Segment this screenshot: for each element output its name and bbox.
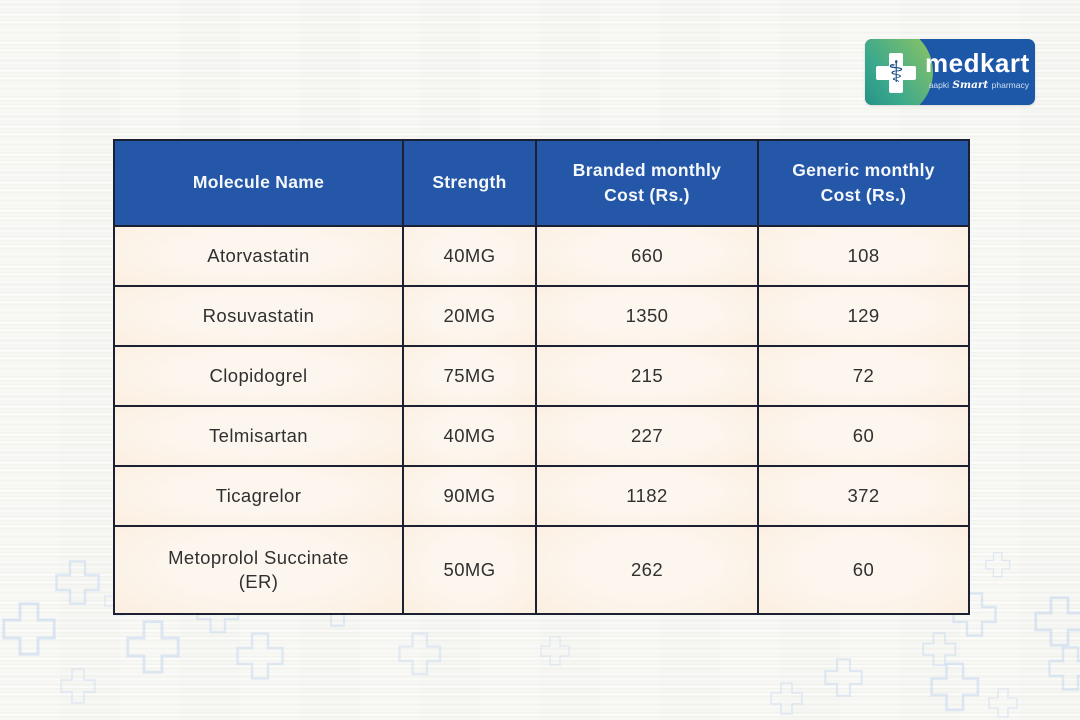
medical-cross-icon: ⚕ bbox=[876, 53, 916, 93]
cell-generic-cost: 129 bbox=[757, 285, 970, 347]
cell-branded-cost: 1182 bbox=[535, 465, 759, 527]
cell-generic-cost: 108 bbox=[757, 225, 970, 287]
cell-strength: 90MG bbox=[402, 465, 537, 527]
cell-strength: 40MG bbox=[402, 225, 537, 287]
cell-branded-cost: 227 bbox=[535, 405, 759, 467]
cell-molecule-name: Atorvastatin bbox=[113, 225, 404, 287]
column-header-molecule-name: Molecule Name bbox=[113, 139, 404, 227]
table-header-row: Molecule Name Strength Branded monthly C… bbox=[113, 139, 970, 227]
brand-text: medkart aapki Smart pharmacy bbox=[925, 49, 1029, 91]
cell-molecule-name: Clopidogrel bbox=[113, 345, 404, 407]
cross-horizontal-bar bbox=[876, 66, 916, 80]
tagline-suffix: pharmacy bbox=[991, 80, 1029, 90]
cell-branded-cost: 215 bbox=[535, 345, 759, 407]
cell-molecule-name: Ticagrelor bbox=[113, 465, 404, 527]
medkart-logo: ⚕ medkart aapki Smart pharmacy bbox=[865, 39, 1035, 105]
table-row: Metoprolol Succinate (ER) 50MG 262 60 bbox=[113, 525, 970, 615]
column-header-generic-cost: Generic monthly Cost (Rs.) bbox=[757, 139, 970, 227]
cell-branded-cost: 660 bbox=[535, 225, 759, 287]
cell-generic-cost: 60 bbox=[757, 405, 970, 467]
cell-molecule-name: Rosuvastatin bbox=[113, 285, 404, 347]
cell-generic-cost: 60 bbox=[757, 525, 970, 615]
tagline-script-word: Smart bbox=[952, 79, 989, 91]
cost-comparison-table-container: Molecule Name Strength Branded monthly C… bbox=[113, 139, 970, 615]
cell-strength: 75MG bbox=[402, 345, 537, 407]
cell-molecule-name: Telmisartan bbox=[113, 405, 404, 467]
table-row: Telmisartan 40MG 227 60 bbox=[113, 405, 970, 467]
table-row: Rosuvastatin 20MG 1350 129 bbox=[113, 285, 970, 347]
brand-name: medkart bbox=[925, 48, 1030, 78]
column-header-branded-cost: Branded monthly Cost (Rs.) bbox=[535, 139, 759, 227]
cell-generic-cost: 372 bbox=[757, 465, 970, 527]
cell-generic-cost: 72 bbox=[757, 345, 970, 407]
column-header-strength: Strength bbox=[402, 139, 537, 227]
cell-molecule-name: Metoprolol Succinate (ER) bbox=[113, 525, 404, 615]
cell-branded-cost: 1350 bbox=[535, 285, 759, 347]
table-row: Atorvastatin 40MG 660 108 bbox=[113, 225, 970, 287]
caduceus-icon: ⚕ bbox=[887, 55, 905, 90]
table-row: Ticagrelor 90MG 1182 372 bbox=[113, 465, 970, 527]
cell-strength: 50MG bbox=[402, 525, 537, 615]
cell-branded-cost: 262 bbox=[535, 525, 759, 615]
cell-strength: 40MG bbox=[402, 405, 537, 467]
brand-tagline: aapki Smart pharmacy bbox=[925, 79, 1029, 91]
cost-comparison-table: Molecule Name Strength Branded monthly C… bbox=[113, 139, 970, 615]
tagline-prefix: aapki bbox=[928, 80, 950, 90]
cell-strength: 20MG bbox=[402, 285, 537, 347]
table-row: Clopidogrel 75MG 215 72 bbox=[113, 345, 970, 407]
